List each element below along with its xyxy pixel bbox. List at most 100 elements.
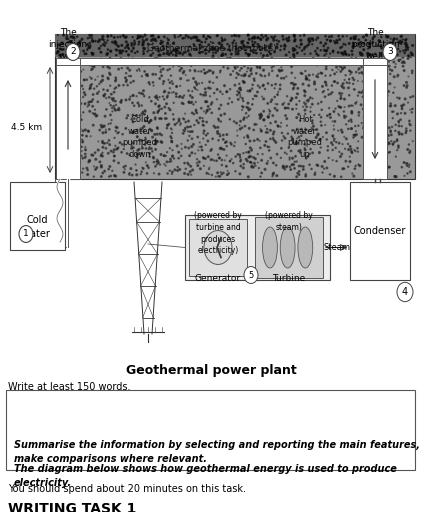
Point [358,403,365,411]
Point [376,388,383,396]
Point [245,453,252,461]
Point [202,445,209,454]
Point [152,342,159,350]
Point [237,411,244,419]
Point [111,466,118,475]
Point [223,342,230,350]
Text: Geothermal zone (hot rocks): Geothermal zone (hot rocks) [147,45,276,53]
Point [361,346,368,354]
Point [327,390,334,398]
Point [77,404,84,413]
Point [394,358,401,366]
Point [191,453,198,461]
Point [209,406,215,414]
Point [107,402,114,411]
Point [235,462,242,471]
Point [341,456,348,464]
Point [286,348,293,356]
Point [234,417,241,425]
Point [60,346,67,354]
Point [307,467,313,475]
Point [240,355,247,363]
Point [252,465,258,474]
Point [97,352,104,360]
Point [332,360,339,368]
Point [310,433,316,441]
Point [285,400,292,408]
Point [237,387,244,395]
Point [234,444,241,453]
Point [266,460,273,468]
Point [202,466,209,474]
Point [242,461,248,470]
Point [269,423,275,431]
Point [409,435,415,443]
Point [140,457,147,465]
Point [262,382,269,390]
Point [107,434,113,442]
Point [186,372,193,380]
Point [126,335,133,343]
Point [301,417,308,425]
Point [360,399,367,407]
Point [55,367,62,375]
Point [363,363,370,371]
Point [380,402,387,411]
Point [201,464,207,473]
Point [289,343,296,351]
Point [266,463,273,472]
Point [71,338,78,347]
Point [132,459,138,467]
Point [347,469,354,477]
Point [270,467,277,476]
Point [360,417,367,425]
Point [170,389,177,397]
Point [324,392,331,400]
Point [269,450,275,458]
Point [85,406,92,414]
Point [378,460,385,468]
Point [193,388,200,396]
Point [301,412,308,420]
Point [270,335,277,343]
Point [186,406,192,414]
Point [233,385,240,393]
Point [75,364,82,372]
Point [71,422,78,431]
Point [188,406,195,414]
Point [192,397,199,405]
Point [82,350,88,358]
Point [74,471,80,479]
Point [236,424,243,432]
Point [341,390,348,398]
Point [180,375,187,383]
Point [73,419,80,428]
Point [134,437,140,445]
Point [341,409,348,417]
Point [112,362,119,370]
Point [241,426,248,434]
Point [56,355,63,363]
Point [266,468,273,476]
Point [406,355,413,364]
Point [80,377,86,385]
Point [367,376,374,385]
Point [187,412,194,420]
Point [156,402,163,411]
Point [234,377,241,386]
Point [322,464,329,473]
Point [157,438,164,446]
Point [275,468,282,477]
Point [138,415,145,423]
Point [379,400,385,409]
Point [170,467,177,476]
Point [192,406,199,414]
Point [118,455,125,463]
Point [132,455,138,463]
Point [372,440,379,448]
Point [146,354,153,362]
Point [217,360,224,368]
Point [135,463,142,472]
Point [113,377,119,385]
Point [280,341,287,349]
